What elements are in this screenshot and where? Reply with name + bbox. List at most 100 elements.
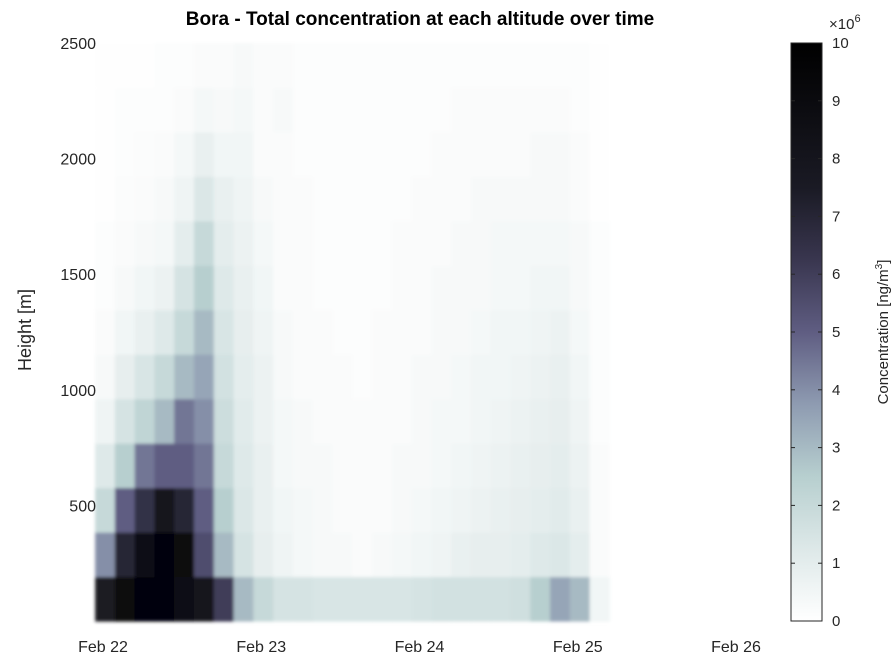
heatmap-cell [451, 309, 472, 355]
heatmap-cell [332, 265, 353, 311]
heatmap-cell [490, 43, 512, 89]
heatmap-cell [273, 487, 294, 533]
heatmap-cell [490, 131, 512, 177]
heatmap-cell [569, 309, 591, 355]
heatmap-cell [233, 87, 254, 133]
heatmap-cell [332, 43, 353, 89]
heatmap-cell [154, 532, 175, 578]
colorbar-tick-label: 4 [832, 382, 840, 399]
heatmap-cell [273, 87, 294, 133]
heatmap-cell [114, 43, 136, 89]
heatmap-cell [470, 443, 492, 489]
heatmap-cell [589, 576, 611, 622]
heatmap-cell [550, 398, 571, 444]
heatmap-cell [589, 176, 611, 222]
heatmap-cell [470, 43, 492, 89]
heatmap-cell [352, 87, 373, 133]
heatmap-cell [154, 576, 175, 622]
heatmap-cell [292, 43, 314, 89]
heatmap-cell [451, 43, 472, 89]
heatmap-cell [550, 176, 571, 222]
heatmap-cell [332, 176, 353, 222]
heatmap-cell [490, 398, 512, 444]
heatmap-cell [174, 398, 195, 444]
heatmap-cell [174, 176, 195, 222]
heatmap-cell [134, 398, 156, 444]
heatmap-cell [273, 398, 294, 444]
heatmap-cell [589, 354, 611, 400]
heatmap-cell [391, 398, 413, 444]
heatmap-cell [273, 309, 294, 355]
colorbar-tick-label: 1 [832, 555, 840, 572]
heatmap-cell [332, 87, 353, 133]
heatmap-cell [589, 309, 611, 355]
heatmap-cell [95, 576, 116, 622]
heatmap-cell [174, 354, 195, 400]
heatmap-cell [312, 487, 334, 533]
x-tick-label: Feb 22 [78, 639, 128, 656]
heatmap-cell [451, 131, 472, 177]
heatmap-cell [569, 87, 591, 133]
heatmap-cell [312, 309, 334, 355]
heatmap-cell [569, 43, 591, 89]
x-tick-label: Feb 26 [711, 639, 761, 656]
heatmap-cell [213, 487, 235, 533]
heatmap-cell [194, 220, 215, 266]
heatmap-cell [490, 354, 512, 400]
heatmap-cell [569, 443, 591, 489]
heatmap-cell [391, 87, 413, 133]
heatmap-cell [352, 265, 373, 311]
heatmap-cell [490, 443, 512, 489]
heatmap-cell [332, 131, 353, 177]
heatmap-cell [213, 176, 235, 222]
heatmap-cell [411, 176, 432, 222]
heatmap-cell [174, 532, 195, 578]
heatmap-cell [510, 398, 531, 444]
heatmap-cell [95, 443, 116, 489]
heatmap-cell [550, 43, 571, 89]
heatmap-cell [95, 354, 116, 400]
heatmap-cell [332, 398, 353, 444]
heatmap-cell [134, 309, 156, 355]
heatmap-cell [194, 487, 215, 533]
heatmap-cell [530, 265, 551, 311]
heatmap-cell [530, 309, 551, 355]
heatmap-cell [431, 487, 452, 533]
heatmap-cell [213, 131, 235, 177]
heatmap-cell [95, 131, 116, 177]
colorbar-tick-label: 9 [832, 93, 840, 110]
heatmap-cell [451, 532, 472, 578]
heatmap-cell [510, 265, 531, 311]
heatmap-cell [490, 176, 512, 222]
heatmap-cell [490, 487, 512, 533]
heatmap-cell [470, 398, 492, 444]
y-axis-ticks: 500 1000 1500 2000 2500 [60, 36, 96, 515]
heatmap-cell [273, 443, 294, 489]
heatmap-cell [233, 576, 254, 622]
heatmap-cell [253, 309, 274, 355]
heatmap-cell [213, 398, 235, 444]
heatmap-cell [451, 576, 472, 622]
heatmap-cell [292, 398, 314, 444]
heatmap-cell [530, 220, 551, 266]
heatmap-cell [273, 576, 294, 622]
heatmap-cell [470, 354, 492, 400]
heatmap-cell [510, 87, 531, 133]
heatmap-cell [589, 220, 611, 266]
heatmap-cell [510, 532, 531, 578]
heatmap-cell [550, 443, 571, 489]
heatmap-cell [114, 398, 136, 444]
heatmap-cell [114, 443, 136, 489]
colorbar-ticks: 0 1 2 3 4 5 6 7 8 9 10 [791, 35, 849, 630]
heatmap-cell [411, 309, 432, 355]
heatmap-cell [292, 220, 314, 266]
heatmap-cell [154, 443, 175, 489]
heatmap-cell [233, 176, 254, 222]
heatmap-cell [312, 87, 334, 133]
colorbar-tick-label: 5 [832, 324, 840, 341]
heatmap-cell [451, 265, 472, 311]
heatmap-cell [134, 220, 156, 266]
heatmap-cell [332, 443, 353, 489]
heatmap-cell [411, 443, 432, 489]
heatmap-cell [114, 220, 136, 266]
